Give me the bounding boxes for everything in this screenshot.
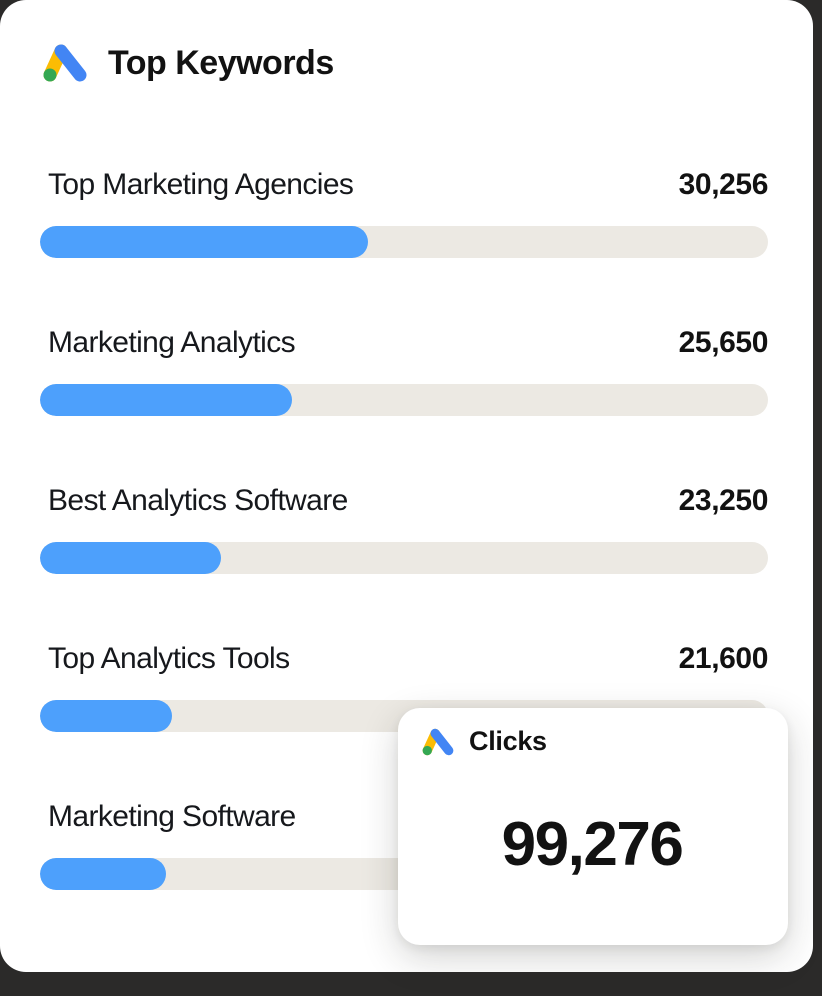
keyword-label: Marketing Software [48,800,296,833]
keyword-row: Best Analytics Software 23,250 [40,484,768,574]
keyword-bar-fill [40,700,172,732]
clicks-card: Clicks 99,276 [398,708,788,945]
keyword-value: 25,650 [678,326,769,359]
card-header: Top Keywords [40,42,768,84]
clicks-label: Clicks [469,726,547,756]
keyword-label: Top Marketing Agencies [48,168,354,201]
keyword-bar-track [40,226,768,258]
clicks-value: 99,276 [501,809,684,879]
keyword-value: 30,256 [678,168,769,201]
keyword-list: Top Marketing Agencies 30,256 Marketing … [40,168,768,890]
keyword-bar-track [40,384,768,416]
keyword-label: Top Analytics Tools [48,642,290,675]
keyword-bar-fill [40,858,166,890]
google-ads-icon [422,728,454,755]
keyword-value: 21,600 [678,642,769,675]
keyword-value: 23,250 [678,484,769,517]
keyword-label: Marketing Analytics [48,326,296,359]
keyword-bar-fill [40,226,369,258]
keyword-row: Top Marketing Agencies 30,256 [40,168,768,258]
keyword-bar-fill [40,384,292,416]
card-title: Top Keywords [108,43,334,82]
keyword-bar-track [40,542,768,574]
clicks-card-header: Clicks [420,726,764,757]
keyword-bar-fill [40,542,222,574]
google-ads-icon [43,44,87,82]
keyword-label: Best Analytics Software [48,484,348,517]
keyword-row: Marketing Analytics 25,650 [40,326,768,416]
